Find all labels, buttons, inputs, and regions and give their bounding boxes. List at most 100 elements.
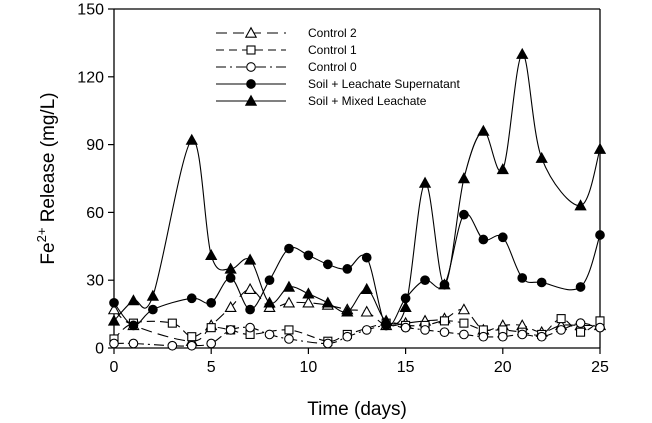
y-tick-label: 60 <box>86 205 104 222</box>
data-point <box>399 300 412 313</box>
data-point <box>282 280 296 292</box>
x-tick-label: 25 <box>591 359 609 376</box>
legend-item: Control 2 <box>216 26 357 40</box>
data-point <box>245 322 255 333</box>
data-point <box>284 325 294 335</box>
data-point <box>243 282 257 294</box>
legend-item: Soil + Mixed Leachate <box>216 94 427 108</box>
data-point <box>477 124 490 136</box>
data-point <box>303 250 314 261</box>
legend-label: Control 1 <box>308 43 357 57</box>
data-point <box>574 199 587 211</box>
data-point <box>457 303 471 315</box>
x-tick-label: 5 <box>207 359 216 376</box>
data-point <box>225 273 236 283</box>
data-point <box>146 289 160 301</box>
x-tick-label: 0 <box>110 359 119 376</box>
data-point <box>380 314 393 326</box>
data-point <box>517 273 528 283</box>
data-point <box>264 275 275 286</box>
data-point <box>282 296 296 308</box>
x-tick-label: 10 <box>300 359 318 376</box>
data-point <box>575 318 586 328</box>
y-tick-label: 0 <box>95 341 104 358</box>
legend-label: Control 2 <box>308 26 357 40</box>
y-axis-label-superscript: 2+ <box>34 228 49 243</box>
data-point <box>593 142 607 154</box>
series-1 <box>107 282 607 346</box>
legend: Control 2 Control 1 Control 0 Soil + Leacha… <box>216 26 460 108</box>
data-point <box>400 322 411 333</box>
legend-marker <box>244 94 258 106</box>
data-point <box>224 262 237 274</box>
data-point <box>148 304 158 315</box>
data-point <box>420 275 430 286</box>
data-point <box>361 252 372 263</box>
data-point <box>206 297 217 308</box>
y-tick-label: 150 <box>77 2 104 19</box>
data-point <box>418 176 432 188</box>
data-point <box>535 151 548 163</box>
legend-marker <box>246 79 256 89</box>
data-point <box>595 230 605 240</box>
legend-label: Soil + Leachate Supernatant <box>308 77 460 91</box>
data-point <box>302 287 315 299</box>
legend-item: Control 1 <box>216 43 357 57</box>
data-point <box>302 296 315 308</box>
data-point <box>536 277 547 288</box>
y-axis-label-rest: Release (mg/L) <box>38 92 59 227</box>
data-point <box>536 331 547 342</box>
data-point <box>478 331 489 342</box>
legend-item: Soil + Leachate Supernatant <box>216 77 460 91</box>
data-point <box>438 278 451 290</box>
data-point <box>457 172 471 184</box>
series-line <box>113 212 601 328</box>
data-point <box>185 133 198 145</box>
data-point <box>187 332 197 342</box>
x-tick-label: 20 <box>494 359 512 376</box>
data-point <box>225 325 236 335</box>
y-axis-label: Fe2+ Release (mg/L) <box>34 92 59 264</box>
data-point <box>459 318 469 328</box>
data-point <box>439 316 450 326</box>
data-point <box>186 293 197 304</box>
y-axis-label-main: Fe <box>38 242 59 264</box>
data-point <box>284 334 294 344</box>
data-point <box>322 338 333 349</box>
data-point <box>496 163 509 175</box>
data-point <box>107 303 121 315</box>
data-point <box>341 305 354 317</box>
legend-label: Control 0 <box>308 60 357 74</box>
data-point <box>206 323 216 333</box>
y-tick-label: 120 <box>77 69 104 86</box>
data-point <box>459 209 469 220</box>
y-tick-label: 90 <box>86 137 104 154</box>
data-point <box>360 305 373 317</box>
series-5 <box>107 47 607 326</box>
data-point <box>263 296 276 308</box>
data-point <box>576 327 586 337</box>
data-point <box>128 320 139 331</box>
axis-ticks: 0 5 10 15 20 25 0 30 60 90 120 150 <box>77 2 609 377</box>
data-point <box>322 259 333 270</box>
data-point <box>516 47 529 59</box>
data-point <box>556 314 566 324</box>
data-point <box>224 300 237 313</box>
data-point <box>478 234 489 245</box>
series-layer <box>107 47 607 351</box>
data-point <box>264 329 275 340</box>
x-tick-label: 15 <box>397 359 415 376</box>
data-point <box>127 294 140 306</box>
data-point <box>517 329 528 340</box>
data-point <box>575 282 586 292</box>
data-point <box>361 325 372 335</box>
data-point <box>459 329 469 340</box>
legend-marker <box>244 26 258 38</box>
data-point <box>497 331 508 342</box>
data-point <box>556 325 566 335</box>
data-point <box>321 296 334 308</box>
data-point <box>109 297 119 308</box>
data-point <box>342 331 353 342</box>
data-point <box>243 253 257 265</box>
